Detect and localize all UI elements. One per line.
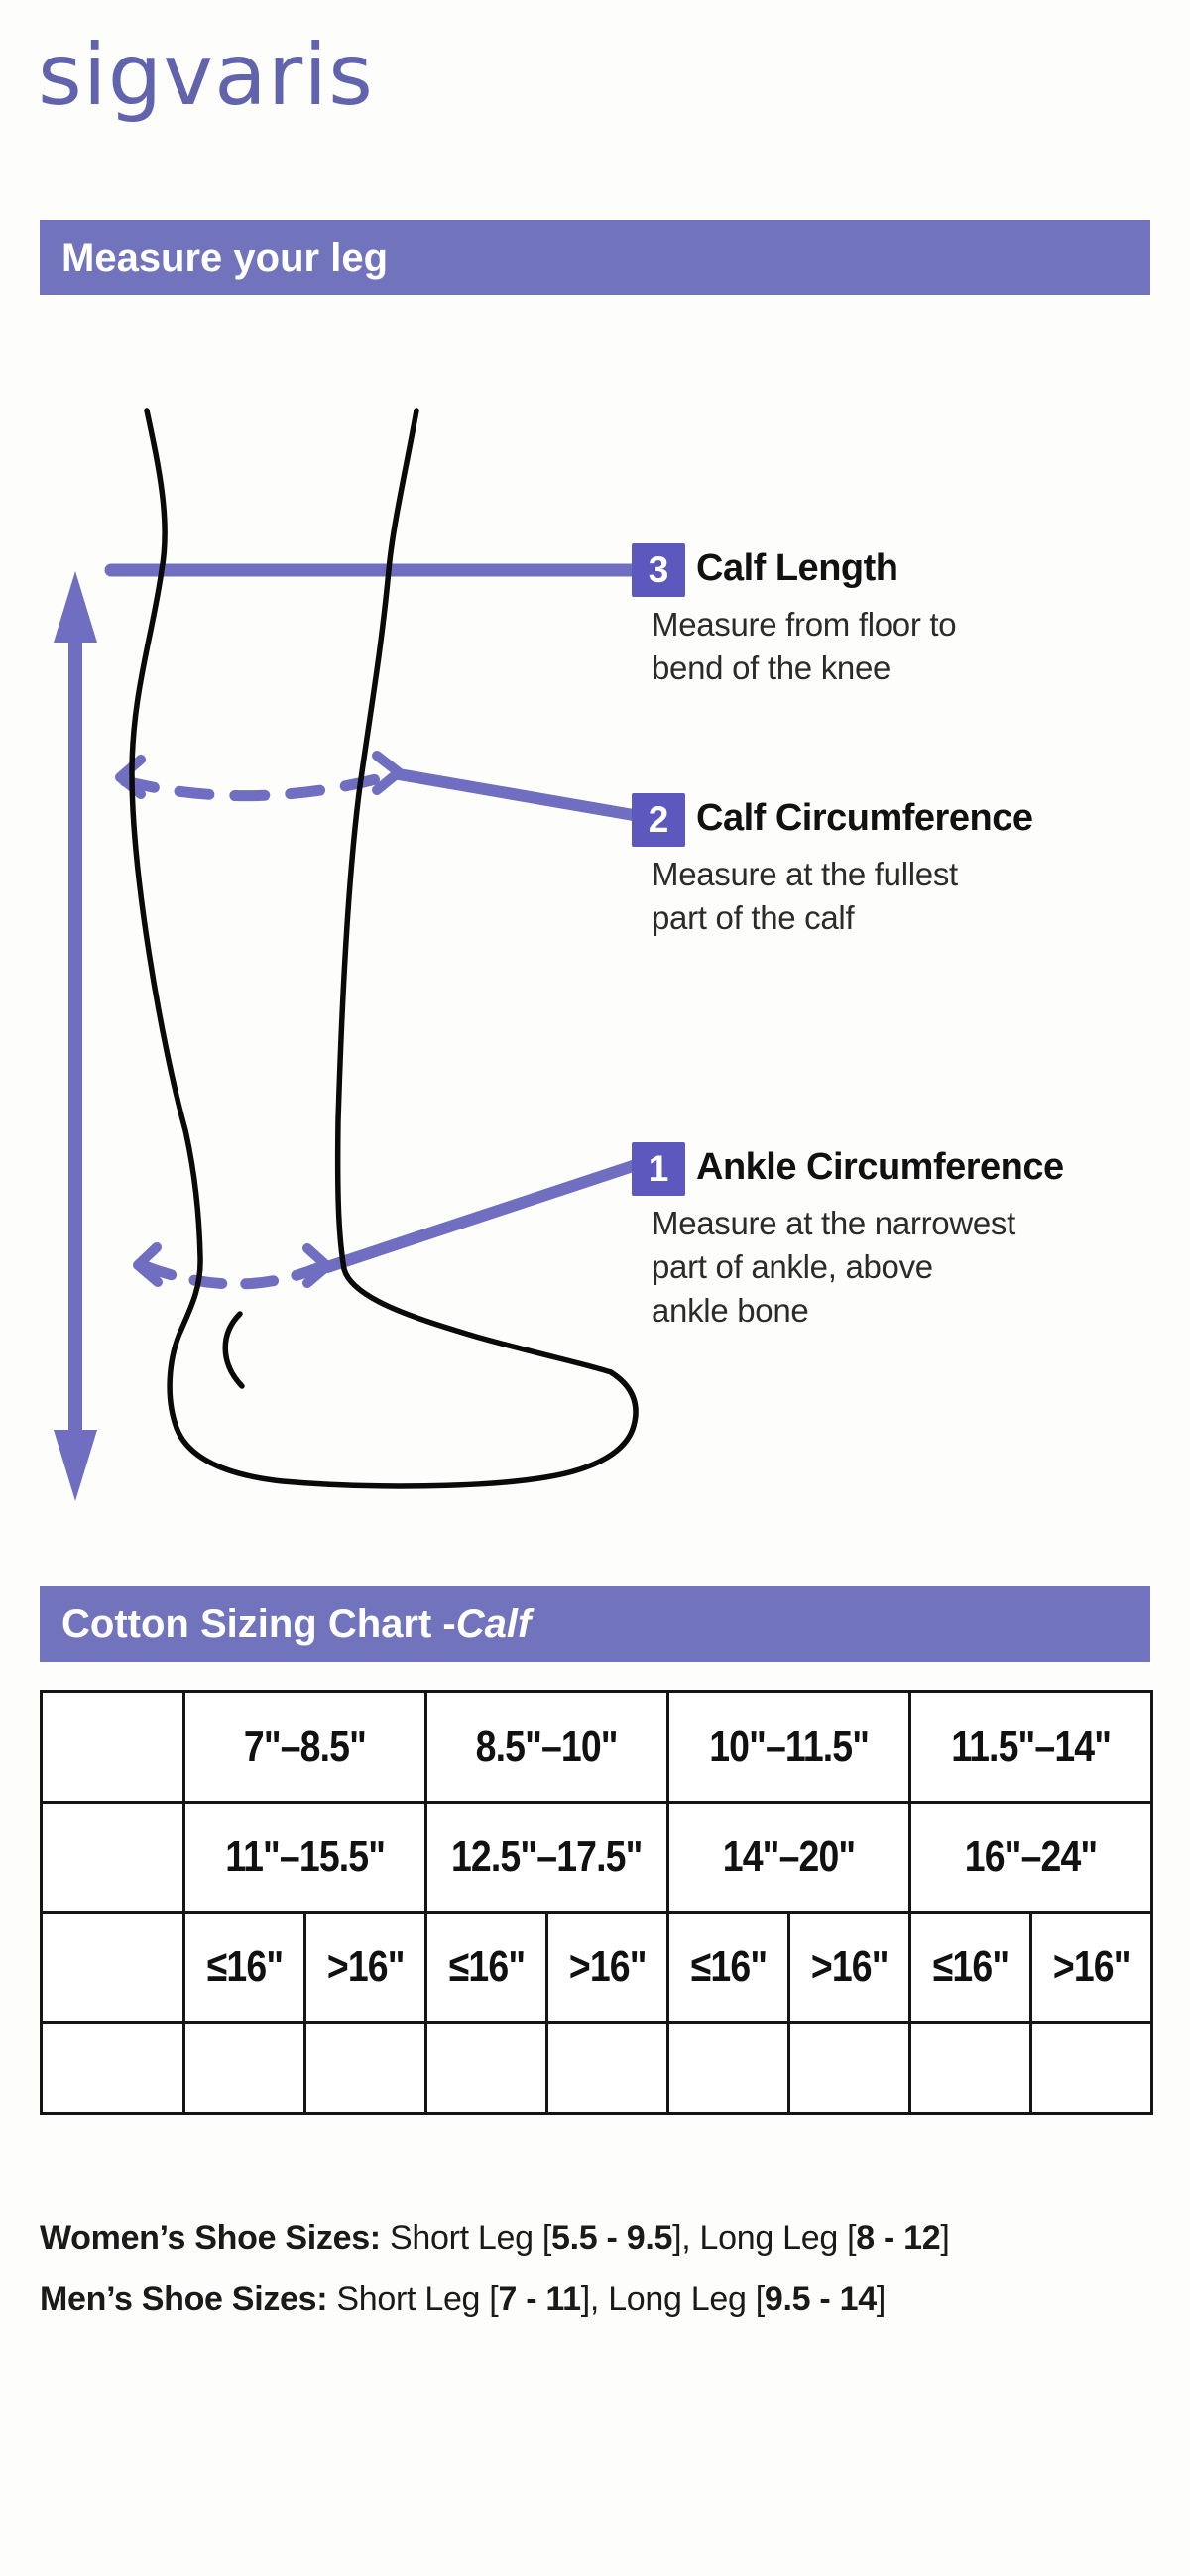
range-cell: 16"–24" bbox=[908, 1801, 1153, 1914]
table-row-sizes: Size SS SL MS ML LS LL XS XL bbox=[40, 2021, 1153, 2115]
range-cell: 7"–8.5" bbox=[182, 1690, 427, 1804]
range-cell: 11.5"–14" bbox=[908, 1690, 1153, 1804]
mens-shoe-sizes-note: Men’s Shoe Sizes: Short Leg [7 - 11], Lo… bbox=[40, 2281, 1170, 2319]
range-cell: >16" bbox=[1029, 1911, 1153, 2024]
size-cell-ms: MS bbox=[424, 2021, 548, 2115]
badge-calf-circumference: 2 bbox=[632, 793, 685, 847]
range-cell: 10"–11.5" bbox=[666, 1690, 911, 1804]
table-row-calf-length: 3 ≤16" >16" ≤16" >16" ≤16" >16" ≤16" >16… bbox=[40, 1911, 1153, 2024]
note-text: ], Long Leg [ bbox=[672, 2219, 857, 2257]
range-cell: 12.5"–17.5" bbox=[424, 1801, 669, 1914]
note-text: Short Leg [ bbox=[380, 2219, 552, 2257]
section-title-emphasis: Calf bbox=[455, 1601, 532, 1646]
range-cell: 8.5"–10" bbox=[424, 1690, 669, 1804]
badge-number: 1 bbox=[648, 1148, 669, 1189]
range-cell: >16" bbox=[545, 1911, 669, 2024]
connector-line-ankle bbox=[321, 1156, 651, 1273]
section-title: Measure your leg bbox=[61, 235, 389, 280]
section-header-measure: Measure your leg bbox=[40, 220, 1150, 295]
row-label-3: 3 bbox=[40, 1911, 185, 2024]
badge-number: 3 bbox=[648, 549, 669, 590]
ankle-circumference-ellipse bbox=[133, 1156, 651, 1290]
range-cell: 14"–20" bbox=[666, 1801, 911, 1914]
size-cell-xs: XS bbox=[908, 2021, 1032, 2115]
range-cell: ≤16" bbox=[908, 1911, 1032, 2024]
note-text: ] bbox=[876, 2281, 886, 2318]
badge-calf-length: 3 bbox=[632, 543, 685, 597]
brand-logo: sigvaris bbox=[38, 26, 374, 125]
note-range: 8 - 12 bbox=[856, 2219, 941, 2257]
row-label-1: 1 bbox=[40, 1690, 185, 1804]
badge-ankle-circumference: 1 bbox=[632, 1142, 685, 1196]
annotation-desc-calf-length: Measure from floor to bend of the knee bbox=[652, 606, 957, 686]
range-cell: >16" bbox=[787, 1911, 911, 2024]
mens-label: Men’s Shoe Sizes: bbox=[40, 2281, 328, 2318]
range-cell: ≤16" bbox=[424, 1911, 548, 2024]
badge-number: 2 bbox=[648, 799, 669, 840]
leg-illustration bbox=[54, 408, 663, 1501]
range-cell: 11"–15.5" bbox=[182, 1801, 427, 1914]
note-range: 7 - 11 bbox=[498, 2281, 581, 2318]
note-text: Short Leg [ bbox=[327, 2281, 499, 2318]
annotation-desc-calf-circumference: Measure at the fullest part of the calf bbox=[652, 856, 958, 936]
table-row-ankle-circumference: 1 7"–8.5" 8.5"–10" 10"–11.5" 11.5"–14" bbox=[40, 1690, 1153, 1804]
size-cell-ls: LS bbox=[666, 2021, 790, 2115]
note-text: ], Long Leg [ bbox=[580, 2281, 765, 2318]
size-cell-xl: XL bbox=[1029, 2021, 1153, 2115]
womens-shoe-sizes-note: Women’s Shoe Sizes: Short Leg [5.5 - 9.5… bbox=[40, 2219, 1170, 2258]
annotation-title-calf-length: Calf Length bbox=[696, 547, 898, 589]
size-row-label: Size bbox=[40, 2021, 185, 2115]
cotton-sizing-table: 1 7"–8.5" 8.5"–10" 10"–11.5" 11.5"–14" 2… bbox=[40, 1690, 1153, 2115]
height-arrow bbox=[54, 571, 97, 1501]
section-title: Cotton Sizing Chart - bbox=[61, 1601, 456, 1646]
size-cell-ll: LL bbox=[787, 2021, 911, 2115]
ankle-bone-mark bbox=[222, 1311, 245, 1389]
size-cell-sl: SL bbox=[303, 2021, 427, 2115]
table-row-calf-circumference: 2 11"–15.5" 12.5"–17.5" 14"–20" 16"–24" bbox=[40, 1801, 1153, 1914]
section-header-sizing-chart: Cotton Sizing Chart - Calf bbox=[40, 1586, 1150, 1662]
leg-outline bbox=[129, 408, 639, 1489]
range-cell: ≤16" bbox=[666, 1911, 790, 2024]
note-text: ] bbox=[940, 2219, 950, 2257]
calf-circumference-ellipse bbox=[115, 751, 651, 823]
annotation-title-calf-circumference: Calf Circumference bbox=[696, 797, 1033, 839]
womens-label: Women’s Shoe Sizes: bbox=[40, 2219, 381, 2257]
connector-line-calf bbox=[393, 768, 651, 823]
leg-measurement-diagram: 3 Calf Length Measure from floor to bend… bbox=[0, 377, 1190, 1547]
row-label-2: 2 bbox=[40, 1801, 185, 1914]
annotation-desc-ankle-circumference: Measure at the narrowest part of ankle, … bbox=[652, 1205, 1015, 1329]
range-cell: ≤16" bbox=[182, 1911, 306, 2024]
note-range: 9.5 - 14 bbox=[764, 2281, 877, 2318]
size-cell-ss: SS bbox=[182, 2021, 306, 2115]
size-cell-ml: ML bbox=[545, 2021, 669, 2115]
note-range: 5.5 - 9.5 bbox=[551, 2219, 673, 2257]
range-cell: >16" bbox=[303, 1911, 427, 2024]
annotation-title-ankle-circumference: Ankle Circumference bbox=[696, 1146, 1064, 1188]
